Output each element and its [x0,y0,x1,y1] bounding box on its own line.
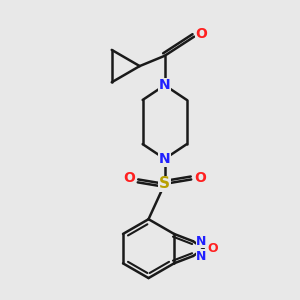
Text: O: O [124,171,135,185]
Text: O: O [194,171,206,185]
Text: O: O [207,242,217,255]
Text: O: O [196,27,208,41]
Text: N: N [159,78,170,92]
Text: N: N [159,152,170,166]
Text: N: N [196,250,207,262]
Text: N: N [196,235,207,248]
Text: S: S [159,176,170,191]
